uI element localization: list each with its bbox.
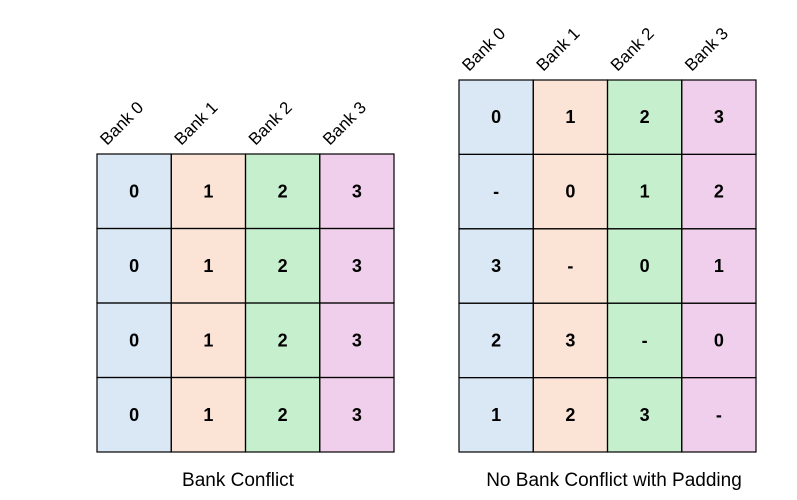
bank-1-column-fill (533, 80, 608, 452)
cell-value: 0 (714, 330, 724, 350)
cell-value: 2 (278, 405, 288, 425)
cell-value: 3 (352, 405, 362, 425)
grid-cell (319, 376, 395, 453)
cell-value: 1 (640, 182, 650, 202)
cell-value: 2 (640, 107, 650, 127)
bank-3-column-fill (681, 80, 756, 452)
bank-conflict-panel: 0 1 2 3 0 1 2 3 0 1 2 3 0 1 2 3 Bank 0 Bank 1 Bank 2 Bank 3… (96, 98, 395, 491)
cell-value: 1 (714, 256, 724, 276)
cell-value: 1 (203, 330, 213, 350)
bank-1-header: Bank 1 (171, 98, 222, 149)
cell-value: 0 (129, 256, 139, 276)
cell-value: 0 (640, 256, 650, 276)
cell-value: 2 (278, 181, 288, 201)
cell-value: 1 (203, 405, 213, 425)
cell-value: 1 (203, 256, 213, 276)
grid-cell (681, 377, 757, 453)
cell-value: 3 (352, 181, 362, 201)
bank-0-column-fill (459, 80, 534, 452)
padding-panel: 0 1 2 3 - 0 1 2 3 - 0 1 2 3 - 0 1 2 3 - Bank 0 Bank 1 Bank 2 Ba… (458, 24, 757, 491)
bank-2-column-fill (607, 80, 682, 452)
cell-value: 3 (565, 330, 575, 350)
cell-value: 3 (491, 256, 501, 276)
cell-value: 1 (565, 107, 575, 127)
bank-2-header: Bank 2 (607, 24, 658, 75)
bank-3-header: Bank 3 (319, 98, 370, 149)
cell-value: 3 (352, 256, 362, 276)
cell-value: - (642, 330, 648, 350)
cell-value: 0 (129, 405, 139, 425)
cell-value: 3 (640, 405, 650, 425)
bank-3-header: Bank 3 (681, 24, 732, 75)
bank-0-header: Bank 0 (458, 24, 509, 75)
panel-caption: Bank Conflict (182, 470, 295, 491)
cell-value: - (493, 182, 499, 202)
cell-value: 1 (203, 181, 213, 201)
cell-value: 0 (565, 182, 575, 202)
panel-caption: No Bank Conflict with Padding (486, 470, 742, 491)
cell-value: 3 (352, 330, 362, 350)
cell-value: 0 (129, 330, 139, 350)
cell-value: - (716, 405, 722, 425)
bank-2-header: Bank 2 (245, 98, 296, 149)
cell-value: 2 (565, 405, 575, 425)
cell-value: 0 (129, 181, 139, 201)
cell-value: 0 (491, 107, 501, 127)
bank-0-header: Bank 0 (96, 98, 147, 149)
cell-value: - (567, 256, 573, 276)
cell-value: 2 (278, 330, 288, 350)
bank-1-header: Bank 1 (533, 24, 584, 75)
cell-value: 2 (278, 256, 288, 276)
cell-value: 1 (491, 405, 501, 425)
cell-value: 2 (491, 330, 501, 350)
cell-value: 2 (714, 182, 724, 202)
cell-value: 3 (714, 107, 724, 127)
